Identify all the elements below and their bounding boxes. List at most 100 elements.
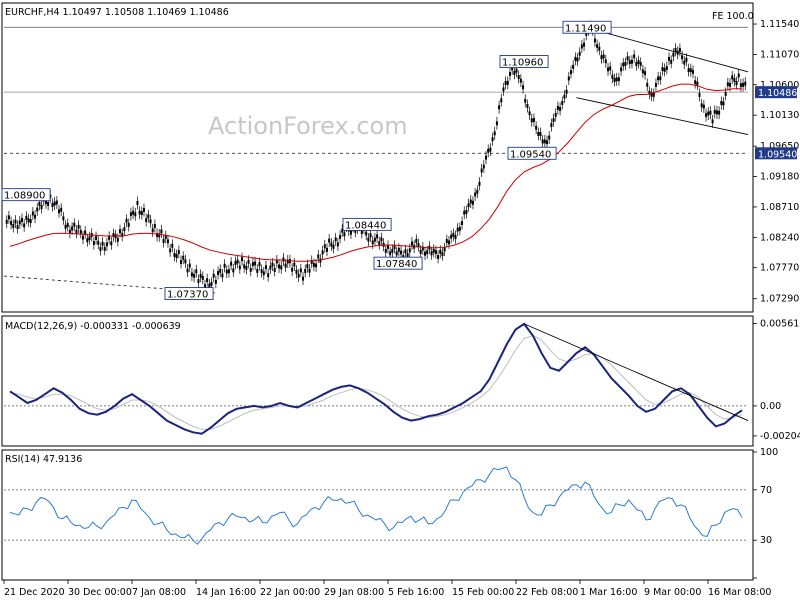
candle-body: [317, 254, 320, 259]
macd-main-line: [9, 322, 743, 435]
candle-body: [184, 259, 187, 264]
price-candle: [232, 255, 241, 277]
annotation-box: [499, 55, 549, 68]
candle-body: [175, 254, 178, 259]
candle-body: [328, 238, 331, 243]
candle-body: [456, 227, 459, 232]
candle-body: [92, 241, 95, 245]
candle-body: [563, 94, 566, 99]
price-y-axis: 1.11540 1.11070 1.10600 1.10130 1.09650 1.091…: [753, 19, 799, 305]
price-candle: [450, 223, 459, 244]
candle-body: [624, 61, 627, 66]
support-tag: 1.09540: [755, 147, 797, 160]
candle-body: [132, 210, 135, 215]
candle-body: [489, 147, 492, 152]
y-tick-label: 1.07290: [760, 294, 799, 305]
price-candle: [554, 96, 564, 122]
annotation-label: 1.07840: [376, 259, 417, 270]
moving-average-line: [9, 83, 742, 262]
candle-body: [162, 239, 165, 243]
candle-body: [546, 140, 549, 145]
x-tick-label: 5 Feb 16:00: [388, 587, 444, 598]
price-candle: [302, 259, 311, 286]
candle-body: [458, 226, 461, 231]
price-candle: [23, 211, 32, 232]
price-candle: [153, 219, 163, 242]
candle-body: [195, 269, 198, 274]
candle-body: [735, 81, 738, 86]
candle-body: [360, 230, 363, 234]
candle-body: [654, 83, 657, 87]
annotation-label: 1.09540: [510, 149, 551, 160]
candle-body: [86, 238, 89, 243]
annotation-box: [373, 256, 423, 270]
candle-body: [160, 229, 163, 234]
candle-body: [395, 251, 398, 256]
annotation-box: [562, 20, 612, 34]
current-price-tag: 1.10486: [755, 86, 797, 99]
candle-body: [330, 242, 333, 247]
candle-body: [696, 81, 699, 86]
annotation-box: [507, 146, 557, 160]
candle-body: [410, 241, 413, 246]
candle-body: [476, 189, 479, 194]
candle-body: [602, 54, 605, 59]
candle-body: [491, 137, 494, 142]
candle-body: [153, 224, 156, 228]
annotation-box: [164, 287, 214, 300]
price-candle: [519, 74, 529, 113]
y-tick-label: 30: [760, 535, 772, 546]
price-candle: [563, 65, 572, 104]
candle-body: [607, 67, 610, 72]
candle-body: [58, 209, 61, 214]
price-candle: [641, 64, 651, 100]
candle-body: [73, 222, 76, 227]
watermark: ActionForex.com: [208, 112, 408, 140]
candle-body: [306, 264, 309, 269]
candle-body: [600, 55, 603, 60]
x-tick-label: 16 Mar 08:00: [708, 587, 771, 598]
candle-body: [241, 257, 244, 262]
candle-body: [275, 259, 278, 264]
current-price-box: [755, 86, 797, 99]
candle-body: [511, 66, 514, 71]
candle-body: [615, 77, 618, 82]
candle-body: [20, 218, 23, 222]
candle-body: [637, 60, 640, 64]
price-annotation: 1.08440: [342, 217, 392, 231]
candle-body: [596, 44, 599, 48]
y-tick-label: 0.00: [760, 401, 781, 412]
candle-body: [698, 93, 701, 97]
candle-body: [373, 237, 376, 242]
candle-body: [177, 250, 180, 255]
candle-body: [681, 55, 684, 60]
candle-body: [471, 200, 474, 205]
price-candle: [615, 57, 625, 86]
price-candle: [214, 264, 224, 289]
candle-body: [522, 85, 525, 90]
candle-body: [628, 60, 631, 65]
candle-body: [190, 272, 193, 277]
candle-body: [498, 105, 501, 110]
candle-body: [495, 121, 498, 126]
candle-body: [267, 273, 270, 278]
candle-body: [12, 224, 15, 228]
price-candle: [258, 257, 267, 280]
candle-body: [432, 248, 435, 253]
candle-body: [110, 241, 113, 246]
candle-body: [519, 78, 522, 83]
candle-body: [136, 201, 139, 205]
price-candle: [668, 43, 677, 69]
candle-body: [217, 271, 220, 275]
price-annotation: 1.11490: [562, 20, 612, 34]
candle-body: [315, 263, 318, 268]
candle-body: [535, 125, 538, 130]
candle-body: [84, 230, 87, 235]
candle-body: [297, 273, 300, 278]
y-tick-label: 1.11540: [760, 19, 799, 30]
macd-panel-title: MACD(12,26,9) -0.000331 -0.000639: [5, 321, 181, 332]
candle-body: [243, 264, 246, 269]
x-tick-label: 14 Jan 16:00: [196, 587, 256, 598]
price-annotation: 1.07840: [373, 256, 423, 270]
